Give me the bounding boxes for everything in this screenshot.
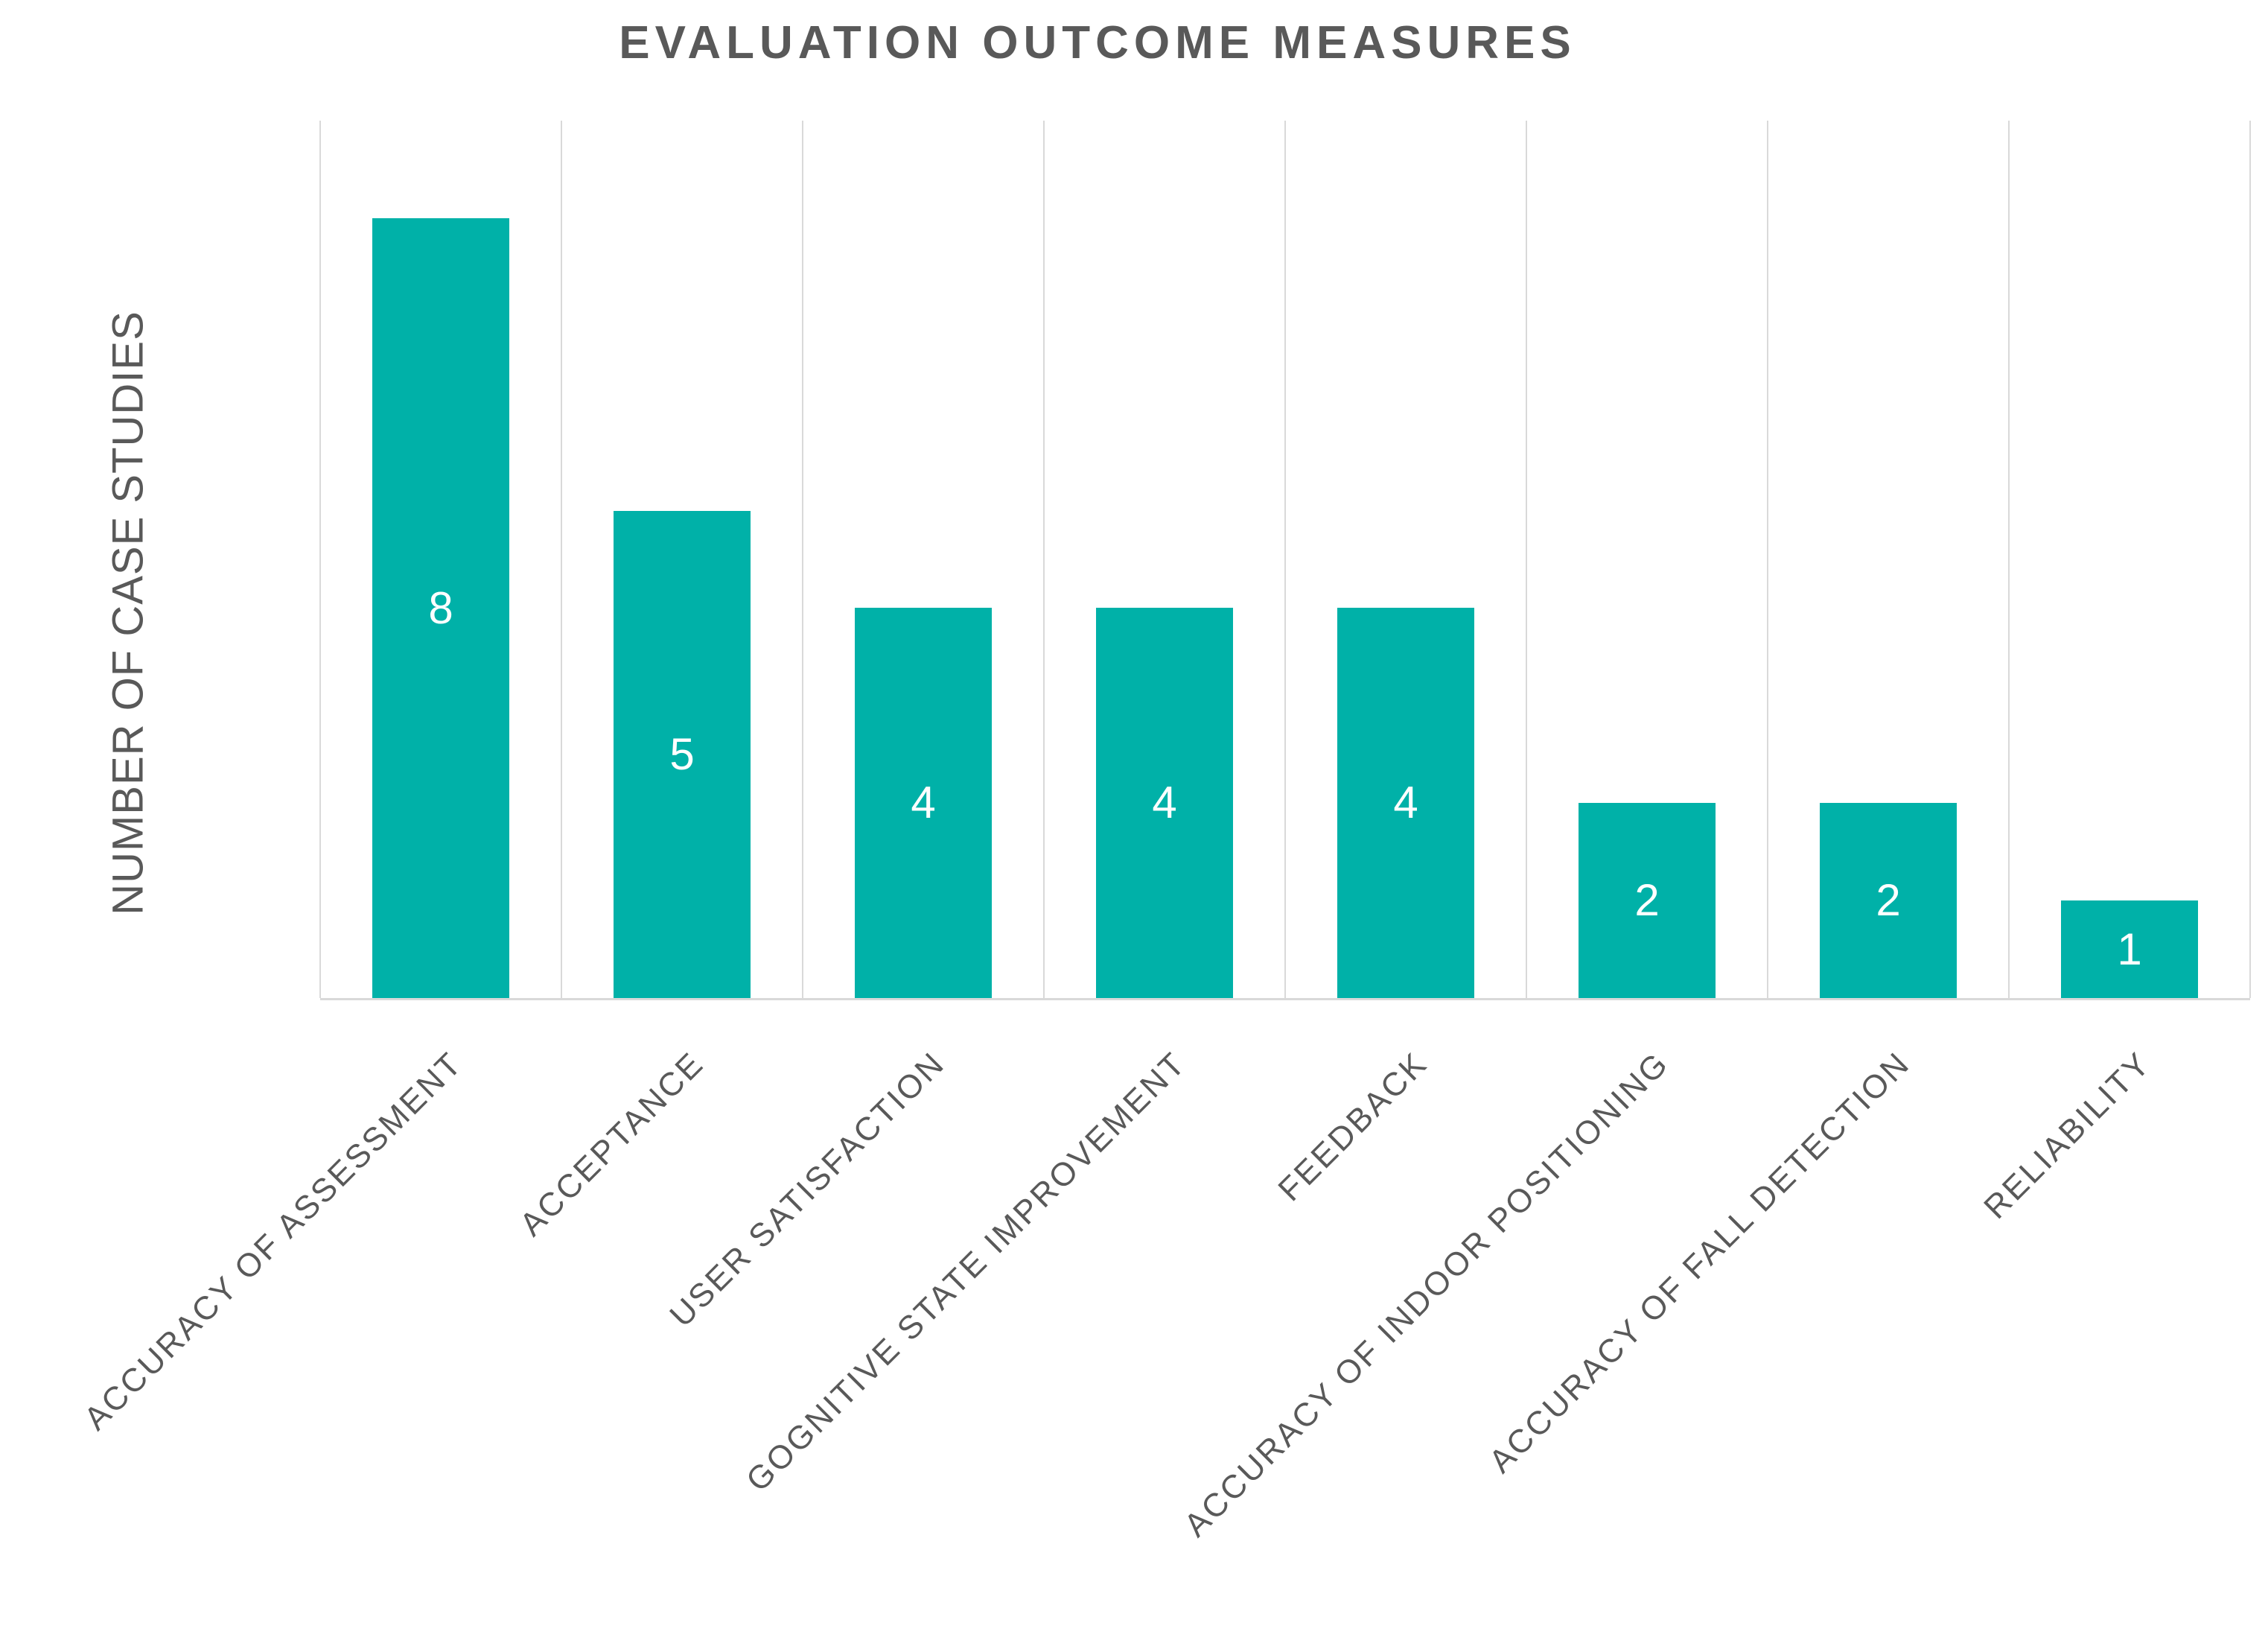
y-axis-title: NUMBER OF CASE STUDIES: [103, 311, 153, 915]
x-axis-label: FEEDBACK: [1271, 1044, 1435, 1209]
bar: 8: [372, 218, 509, 998]
bar-value-label: 1: [2117, 924, 2142, 974]
bar-value-label: 5: [669, 729, 695, 779]
gridline: [319, 121, 321, 998]
x-axis-labels: ACCURACY OF ASSESSMENT ACCEPTANCE USER SAT…: [0, 1000, 2268, 1649]
bar: 5: [614, 511, 751, 998]
x-axis-label: ACCEPTANCE: [512, 1044, 711, 1244]
bar: 2: [1579, 803, 1716, 998]
plot-area: 8 5 4 4 4 2 2 1: [319, 121, 2251, 1000]
x-axis-label: RELIABILITY: [1977, 1044, 2159, 1226]
x-axis-label: ACCURACY OF FALL DETECTION: [1482, 1044, 1917, 1481]
bar-value-label: 4: [1393, 778, 1418, 827]
gridline: [1526, 121, 1527, 998]
bar-value-label: 2: [1634, 875, 1660, 925]
x-axis-label: GOGNITIVE STATE IMPROVEMENT: [739, 1044, 1194, 1499]
bar-value-label: 4: [911, 778, 936, 827]
bar: 4: [1337, 608, 1474, 998]
bar: 4: [1096, 608, 1233, 998]
x-axis-label: USER SATISFACTION: [663, 1044, 952, 1335]
gridline: [1284, 121, 1286, 998]
bar: 4: [855, 608, 992, 998]
x-axis-label: ACCURACY OF ASSESSMENT: [77, 1044, 470, 1437]
x-axis-label: ACCURACY OF INDOOR POSITIONING: [1176, 1044, 1676, 1544]
gridline: [802, 121, 803, 998]
bar-value-label: 8: [428, 582, 453, 633]
gridline: [561, 121, 562, 998]
bar: 1: [2061, 900, 2198, 998]
bar-value-label: 2: [1876, 875, 1901, 925]
gridline: [2249, 121, 2251, 998]
gridline: [1043, 121, 1045, 998]
gridline: [1767, 121, 1768, 998]
gridline: [2008, 121, 2010, 998]
bar-value-label: 4: [1152, 778, 1177, 827]
bar: 2: [1820, 803, 1957, 998]
chart-title: EVALUATION OUTCOME MEASURES: [619, 17, 1576, 69]
